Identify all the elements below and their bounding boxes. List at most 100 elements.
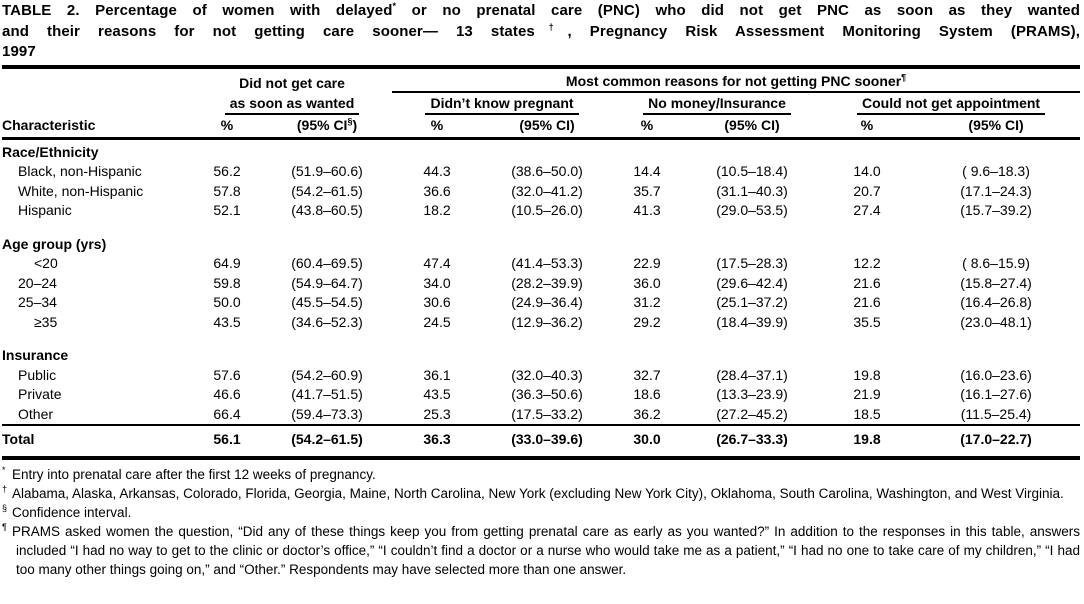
row-label: Total: [2, 424, 192, 458]
cell-ci: (29.6–42.4): [716, 274, 788, 291]
col-header-ci: (95% CI): [482, 114, 613, 140]
cell-ci: (17.1–24.3): [960, 182, 1032, 199]
col-group-didnt-know-pregnant: Didn’t know pregnant: [392, 92, 612, 115]
row-label: Black, non-Hispanic: [18, 163, 142, 179]
section-header-row: Age group (yrs): [2, 221, 1080, 255]
title-line-3: 1997: [2, 43, 36, 60]
table-row: ≥35 43.5 (34.6–52.3) 24.5 (12.9–36.2) 29.2 (18…: [2, 313, 1080, 333]
cell-ci: (24.9–36.4): [511, 294, 583, 310]
cell-pct: 66.4: [213, 405, 241, 422]
cell-pct: 19.8: [822, 424, 913, 458]
footnote: * Entry into prenatal care after the firs…: [2, 465, 376, 482]
cell-pct: 35.5: [853, 313, 881, 330]
table-row: Public 57.6 (54.2–60.9) 36.1 (32.0–40.3) 32.7…: [2, 366, 1080, 386]
table-row: Hispanic 52.1 (43.8–60.5) 18.2 (10.5–26.0) 41…: [2, 201, 1080, 221]
cell-pct: 36.1: [423, 366, 451, 383]
cell-ci: (32.0–40.3): [511, 366, 583, 383]
cell-pct: 30.0: [612, 424, 683, 458]
title-line-2: and their reasons for not getting care s…: [2, 21, 1080, 40]
cell-pct: 29.2: [633, 313, 661, 330]
cell-ci: ( 9.6–18.3): [962, 163, 1030, 179]
row-label: 20–24: [18, 274, 57, 291]
cell-pct: 21.9: [853, 386, 881, 402]
row-label: ≥35: [34, 313, 58, 330]
table-row: 25–34 50.0 (45.5–54.5) 30.6 (24.9–36.4) 31.2 (…: [2, 293, 1080, 313]
cell-pct: 31.2: [633, 294, 661, 310]
col-group-did-not-get-care-line1: Did not get care: [239, 74, 345, 91]
title-line-1: TABLE 2. Percentage of women with delaye…: [2, 1, 1080, 20]
cell-ci: (32.0–41.2): [511, 182, 583, 199]
cell-ci: (17.5–28.3): [716, 255, 788, 271]
cell-pct: 36.0: [633, 274, 661, 291]
cell-pct: 36.6: [423, 182, 451, 199]
cell-pct: 52.1: [213, 202, 241, 218]
cell-pct: 35.7: [633, 182, 661, 199]
cell-pct: 18.2: [423, 202, 451, 218]
cell-ci: (38.6–50.0): [511, 163, 583, 179]
cell-ci: (60.4–69.5): [291, 255, 363, 271]
cell-ci: (18.4–39.9): [716, 313, 788, 330]
row-label: Hispanic: [18, 202, 72, 218]
total-row: Total 56.1 (54.2–61.5) 36.3 (33.0–39.6) 30.0(…: [2, 424, 1081, 458]
col-header-ci: (95% CI): [912, 114, 1081, 140]
table-row: <20 64.9 (60.4–69.5) 47.4 (41.4–53.3) 22.9 (17…: [2, 254, 1080, 274]
row-label: White, non-Hispanic: [18, 182, 144, 199]
cell-ci: (23.0–48.1): [960, 313, 1032, 330]
table-row: Other 66.4 (59.4–73.3) 25.3 (17.5–33.2) 36.2 (…: [2, 405, 1080, 426]
cell-pct: 34.0: [423, 274, 451, 291]
cell-pct: 43.5: [213, 313, 241, 330]
cell-pct: 43.5: [423, 386, 451, 402]
section-header-row: Insurance: [2, 332, 1080, 366]
table-row: Black, non-Hispanic 56.2 (51.9–60.6) 44.3 (3…: [2, 162, 1080, 182]
cell-ci: (25.1–37.2): [716, 294, 788, 310]
cell-ci: (54.2–61.5): [291, 182, 363, 199]
cell-ci: (10.5–26.0): [511, 202, 583, 218]
cell-ci: (15.8–27.4): [960, 274, 1032, 291]
row-label: Other: [18, 405, 54, 422]
col-header-ci: (95% CI): [682, 114, 823, 140]
footnote: † Alabama, Alaska, Arkansas, Colorado, Fl…: [2, 484, 1064, 501]
footnote-text: PRAMS asked women the question, “Did any…: [12, 523, 1080, 577]
cell-ci: (36.3–50.6): [511, 386, 583, 402]
footnote-text: Alabama, Alaska, Arkansas, Colorado, Flo…: [12, 485, 1064, 501]
cell-ci: (13.3–23.9): [716, 386, 788, 402]
table-header: Did not get care Most common reasons for…: [2, 66, 1081, 140]
cell-ci: (41.4–53.3): [511, 255, 583, 271]
table-body: Race/Ethnicity Black, non-Hispanic 56.2 (51…: [2, 138, 1081, 458]
col-header-percent: %: [612, 114, 683, 140]
blank-header-cell: [2, 67, 192, 92]
cell-pct: 64.9: [213, 255, 241, 271]
cell-pct: 27.4: [853, 202, 881, 218]
col-group-no-money-insurance: No money/Insurance: [612, 92, 822, 115]
row-label: 25–34: [18, 294, 57, 310]
footnote-marker-pilcrow: ¶: [901, 71, 907, 82]
cell-pct: 20.7: [853, 182, 881, 199]
footnote-text: Entry into prenatal care after the first…: [12, 466, 376, 482]
cell-pct: 57.6: [213, 366, 241, 383]
cell-ci: (43.8–60.5): [291, 202, 363, 218]
cell-ci: (54.2–61.5): [262, 424, 393, 458]
cell-pct: 32.7: [633, 366, 661, 383]
footnote-text: Confidence interval.: [12, 504, 132, 520]
cell-ci: (11.5–25.4): [960, 405, 1032, 422]
col-header-ci: (95% CI§): [262, 114, 393, 140]
cell-ci: (31.1–40.3): [716, 182, 788, 199]
cell-pct: 12.2: [853, 255, 881, 271]
row-label: Public: [18, 366, 57, 383]
row-label: Private: [18, 386, 62, 402]
cell-ci: (26.7–33.3): [682, 424, 823, 458]
cell-pct: 18.5: [853, 405, 881, 422]
cell-pct: 47.4: [423, 255, 451, 271]
cell-pct: 57.8: [213, 182, 241, 199]
footnote: § Confidence interval.: [2, 503, 132, 520]
cell-ci: ( 8.6–15.9): [962, 255, 1030, 271]
cell-ci: (12.9–36.2): [511, 313, 583, 330]
cell-pct: 46.6: [213, 386, 241, 402]
footnote-marker-asterisk: *: [392, 1, 397, 11]
cell-ci: (16.0–23.6): [960, 366, 1032, 383]
section-title: Age group (yrs): [2, 235, 107, 252]
cell-ci: (54.9–64.7): [291, 274, 363, 291]
cell-ci: (28.2–39.9): [511, 274, 583, 291]
cell-ci: (10.5–18.4): [716, 163, 788, 179]
